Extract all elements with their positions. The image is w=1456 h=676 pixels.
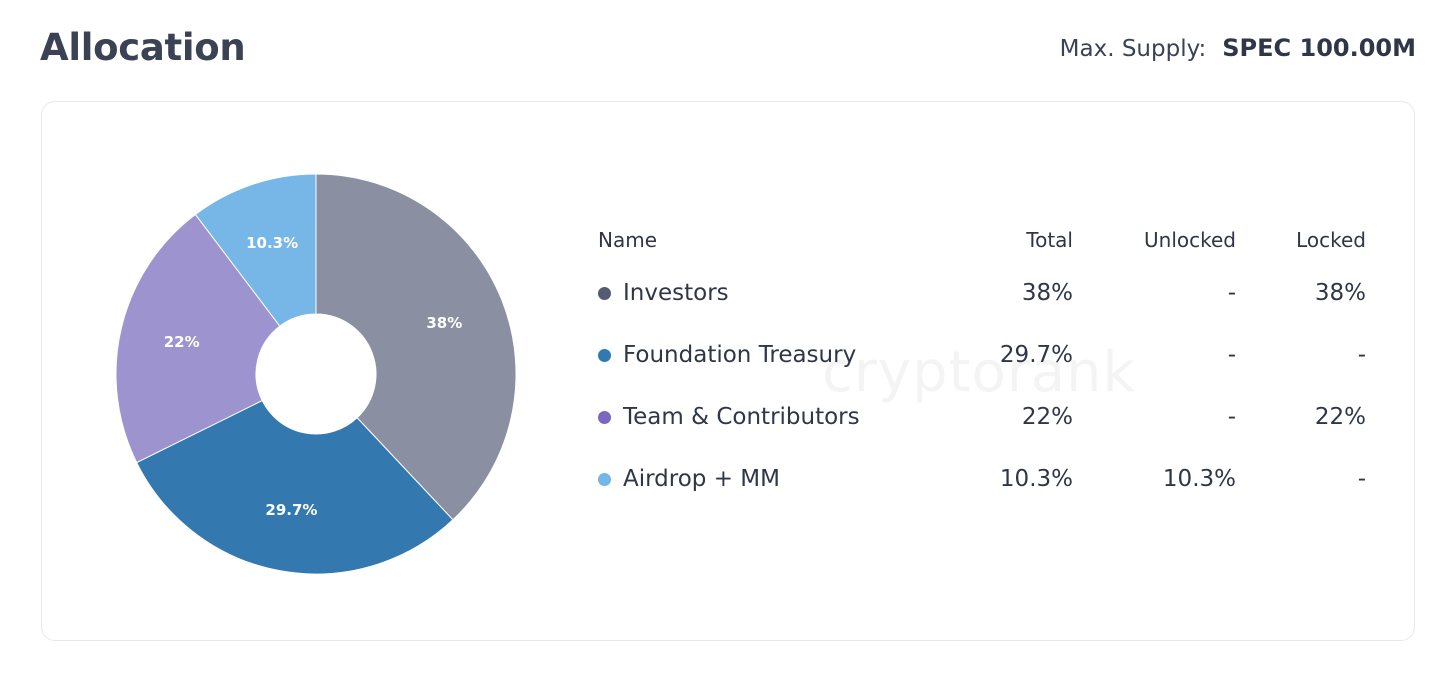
column-header-total[interactable]: Total <box>1026 228 1073 252</box>
page-title: Allocation <box>40 26 246 69</box>
row-name: Investors <box>623 280 729 306</box>
row-total: 22% <box>1021 404 1073 430</box>
max-supply-label: Max. Supply: <box>1059 36 1207 62</box>
row-name: Team & Contributors <box>623 404 860 430</box>
pie-slice-foundation-treasury[interactable] <box>136 399 454 575</box>
legend-dot-icon <box>598 410 611 424</box>
table-row[interactable]: Investors 38% - 38% <box>598 262 1366 324</box>
row-unlocked: - <box>1227 280 1236 306</box>
legend-dot-icon <box>598 286 611 300</box>
allocation-card: 38% 29.7% 22% 10.3% cryptorank Name Total U… <box>41 101 1415 641</box>
table-row[interactable]: Foundation Treasury 29.7% - - <box>598 324 1366 386</box>
max-supply: Max. Supply: SPEC 100.00M <box>1060 34 1416 62</box>
slice-label: 29.7% <box>265 501 317 519</box>
pie-slice-airdrop-mm[interactable] <box>194 173 317 327</box>
slice-label: 38% <box>426 314 462 332</box>
column-header-locked[interactable]: Locked <box>1296 228 1366 252</box>
allocation-donut-chart: 38% 29.7% 22% 10.3% <box>115 173 517 575</box>
slice-label: 22% <box>164 333 200 351</box>
legend-dot-icon <box>598 472 611 486</box>
row-locked: - <box>1357 342 1366 368</box>
row-total: 38% <box>1021 280 1073 306</box>
row-unlocked: - <box>1227 342 1236 368</box>
max-supply-value: SPEC 100.00M <box>1222 34 1416 62</box>
row-locked: 38% <box>1314 280 1366 306</box>
table-row[interactable]: Team & Contributors 22% - 22% <box>598 386 1366 448</box>
watermark: cryptorank <box>822 340 1136 405</box>
column-header-name[interactable]: Name <box>598 228 658 252</box>
allocation-table: Name Total Unlocked Locked Investors 38%… <box>598 222 1366 510</box>
row-total: 10.3% <box>999 466 1073 492</box>
row-locked: - <box>1357 466 1366 492</box>
row-total: 29.7% <box>999 342 1073 368</box>
row-locked: 22% <box>1314 404 1366 430</box>
table-header-row: Name Total Unlocked Locked <box>598 222 1366 262</box>
legend-dot-icon <box>598 348 611 362</box>
pie-slice-investors[interactable] <box>315 173 517 521</box>
pie-slice-team-contributors[interactable] <box>115 213 281 464</box>
row-unlocked: 10.3% <box>1162 466 1236 492</box>
row-name: Foundation Treasury <box>623 342 857 368</box>
column-header-unlocked[interactable]: Unlocked <box>1144 228 1236 252</box>
slice-label: 10.3% <box>246 234 298 252</box>
row-name: Airdrop + MM <box>623 466 780 492</box>
table-row[interactable]: Airdrop + MM 10.3% 10.3% - <box>598 448 1366 510</box>
row-unlocked: - <box>1227 404 1236 430</box>
